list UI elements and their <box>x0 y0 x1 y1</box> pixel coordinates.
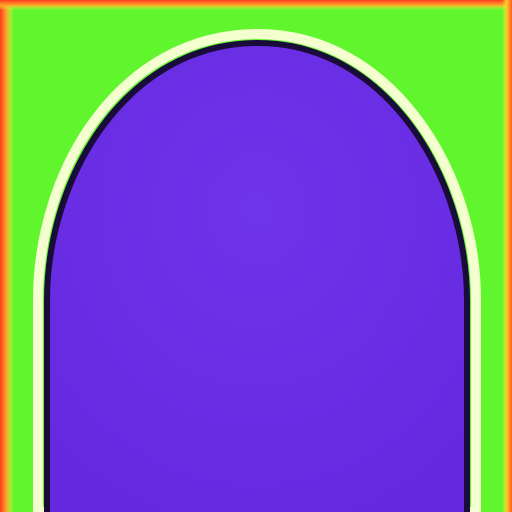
purple-arch <box>50 46 464 512</box>
top-edge-frame <box>0 0 512 10</box>
right-edge-frame <box>502 0 512 512</box>
arch-halo <box>33 29 481 512</box>
left-edge-frame <box>0 0 14 512</box>
